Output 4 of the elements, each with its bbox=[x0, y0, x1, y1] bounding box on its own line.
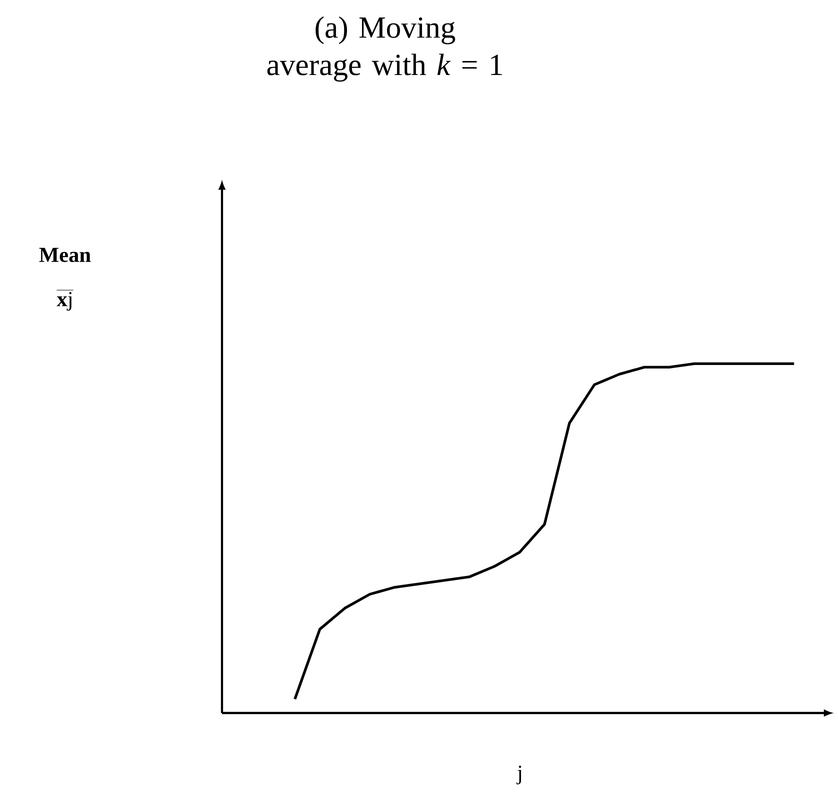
chart-title: (a) Moving average with k = 1 bbox=[267, 16, 502, 82]
x-axis-title: j bbox=[516, 766, 522, 784]
text: xj bbox=[56, 292, 72, 311]
text: Mean bbox=[39, 248, 91, 262]
